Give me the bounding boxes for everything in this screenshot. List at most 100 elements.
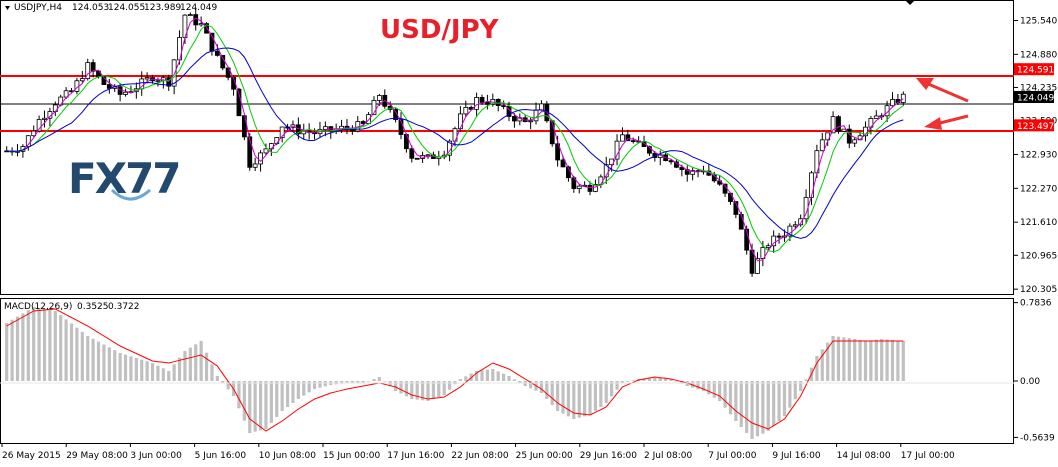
- candlestick-series: [4, 8, 906, 277]
- macd-bar: [831, 336, 835, 381]
- macd-bar: [480, 370, 484, 381]
- macd-bar: [91, 338, 95, 381]
- macd-bar: [102, 344, 106, 381]
- macd-bar: [361, 381, 365, 383]
- macd-bar: [75, 327, 79, 381]
- candle: [360, 120, 366, 126]
- time-tick-label: 15 Jun 00:00: [323, 451, 380, 461]
- macd-bar: [377, 377, 381, 381]
- price-tags: 124.591 123.497 124.049: [1014, 63, 1054, 132]
- candle: [160, 75, 166, 89]
- price-tick-label: 120.305: [1020, 285, 1057, 295]
- macd-header: MACD(12,26,9) 0.3525 0.3722: [4, 302, 140, 312]
- macd-bar: [59, 315, 63, 381]
- candle: [603, 156, 609, 185]
- macd-bar: [269, 381, 273, 423]
- macd-bar: [48, 310, 52, 381]
- macd-bar: [885, 339, 889, 381]
- dropdown-triangle-icon[interactable]: [5, 6, 10, 10]
- candle: [587, 181, 593, 196]
- macd-bar: [707, 381, 711, 395]
- candle: [706, 163, 712, 177]
- macd-bar: [107, 347, 111, 381]
- macd-bar: [253, 381, 257, 432]
- macd-bar: [842, 337, 846, 381]
- macd-bar: [745, 381, 749, 433]
- price-tag: 124.591: [1014, 63, 1054, 76]
- macd-signal-value: 0.3722: [108, 302, 140, 312]
- candle: [31, 125, 37, 138]
- time-tick-label: 29 May 08:00: [66, 451, 128, 461]
- macd-bar: [799, 381, 803, 391]
- macd-bar: [680, 381, 684, 384]
- macd-bar: [782, 381, 787, 416]
- macd-bar: [847, 338, 851, 381]
- chart-title: USD/JPY: [380, 15, 500, 45]
- macd-bar: [442, 381, 446, 395]
- macd-bar: [647, 377, 652, 381]
- macd-bar: [134, 358, 138, 381]
- macd-bar: [302, 381, 306, 396]
- candle: [317, 121, 323, 139]
- macd-bar: [69, 323, 74, 381]
- ohlc-low: 123.989: [144, 3, 181, 13]
- candle: [236, 87, 242, 117]
- macd-bar: [458, 379, 463, 381]
- macd-bar: [10, 319, 14, 381]
- candle: [841, 128, 847, 132]
- macd-bar: [858, 340, 862, 381]
- candle: [187, 12, 193, 16]
- candle: [690, 167, 696, 181]
- candle: [85, 58, 91, 81]
- macd-bar: [620, 381, 625, 383]
- macd-bar: [431, 381, 435, 399]
- logo-arc: [110, 188, 152, 201]
- price-tick-label: 124.235: [1020, 83, 1057, 93]
- macd-signal-line: [6, 308, 904, 432]
- ohlc-close: 124.049: [180, 3, 217, 13]
- candle: [846, 124, 852, 149]
- macd-label: MACD(12,26,9): [4, 302, 72, 312]
- macd-bar: [464, 376, 468, 381]
- macd-bar: [642, 378, 646, 381]
- macd-bar: [485, 369, 490, 381]
- svg-text:124.591: 124.591: [1017, 66, 1054, 76]
- macd-bar: [307, 381, 311, 393]
- candle: [263, 143, 269, 156]
- macd-bar: [545, 381, 549, 399]
- macd-bar: [296, 381, 300, 399]
- macd-bar: [188, 347, 192, 381]
- time-tick-label: 29 Jun 16:00: [580, 451, 637, 461]
- candle: [355, 116, 361, 133]
- macd-bar: [588, 381, 592, 415]
- macd-bar: [123, 354, 128, 381]
- macd-bar: [566, 381, 571, 417]
- macd-bar: [874, 339, 878, 381]
- candle: [25, 135, 31, 151]
- macd-bar: [507, 376, 511, 381]
- macd-bar: [140, 359, 144, 381]
- macd-bar: [437, 381, 441, 397]
- candle: [485, 94, 490, 110]
- macd-bar: [890, 340, 895, 381]
- macd-bar: [593, 381, 598, 411]
- candle: [436, 150, 442, 166]
- candle: [371, 96, 377, 116]
- macd-bar: [53, 311, 57, 381]
- price-tick-label: 125.540: [1020, 16, 1057, 26]
- macd-bar: [248, 381, 252, 433]
- candle: [166, 74, 172, 91]
- candle: [20, 144, 26, 158]
- macd-bar: [610, 381, 614, 397]
- candle: [614, 134, 620, 166]
- candle: [749, 243, 755, 277]
- macd-bar: [383, 381, 387, 382]
- macd-bar: [242, 381, 246, 421]
- one-click-trading-arrow-icon[interactable]: [905, 0, 915, 5]
- macd-bar: [512, 379, 517, 381]
- macd-bar: [415, 381, 419, 400]
- candle: [620, 127, 625, 142]
- macd-tick-label: -0.5639: [1020, 433, 1055, 443]
